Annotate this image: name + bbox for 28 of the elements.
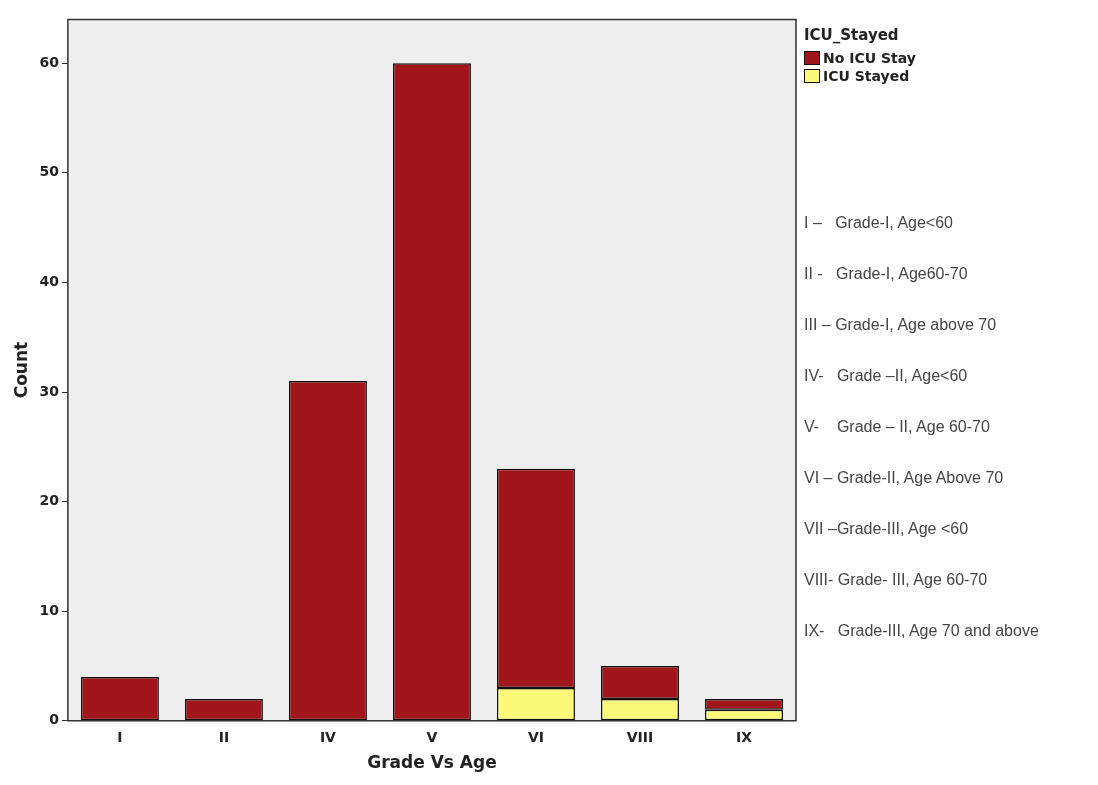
y-tick-label: 50: [39, 163, 60, 180]
text: VI – Grade-II, Age Above 70: [804, 469, 1005, 488]
x-tick-label: IX: [735, 728, 753, 745]
text: VII –Grade-III, Age <60: [804, 520, 970, 539]
y-tick-label: 60: [39, 53, 60, 70]
legend-label: ICU Stayed: [823, 68, 910, 84]
text: I – Grade-I, Age<60: [804, 214, 954, 233]
text: V- Grade – II, Age 60-70: [804, 418, 991, 437]
x-tick-label: V: [426, 728, 438, 745]
x-tick-label: I: [117, 728, 123, 745]
x-tick-label: IV: [319, 728, 337, 745]
text: IV- Grade –II, Age<60: [804, 367, 969, 386]
text: VIII- Grade- III, Age 60-70: [804, 571, 989, 590]
y-tick-label: 0: [49, 711, 60, 728]
y-tick-label: 10: [39, 601, 60, 618]
legend-label: No ICU Stay: [823, 50, 916, 66]
y-tick-label: 20: [39, 492, 60, 509]
y-tick-label: 30: [39, 382, 60, 399]
y-axis-title: Count: [10, 341, 31, 399]
text: IX- Grade-III, Age 70 and above: [804, 622, 1040, 641]
legend-title: ICU_Stayed: [804, 26, 900, 44]
text: III – Grade-I, Age above 70: [804, 316, 998, 335]
x-tick-label: II: [218, 728, 230, 745]
x-axis-title: Grade Vs Age: [367, 752, 497, 773]
text: II - Grade-I, Age60-70: [804, 265, 969, 284]
x-tick-label: VIII: [626, 728, 654, 745]
y-tick-label: 40: [39, 273, 60, 290]
x-tick-label: VI: [527, 728, 544, 745]
